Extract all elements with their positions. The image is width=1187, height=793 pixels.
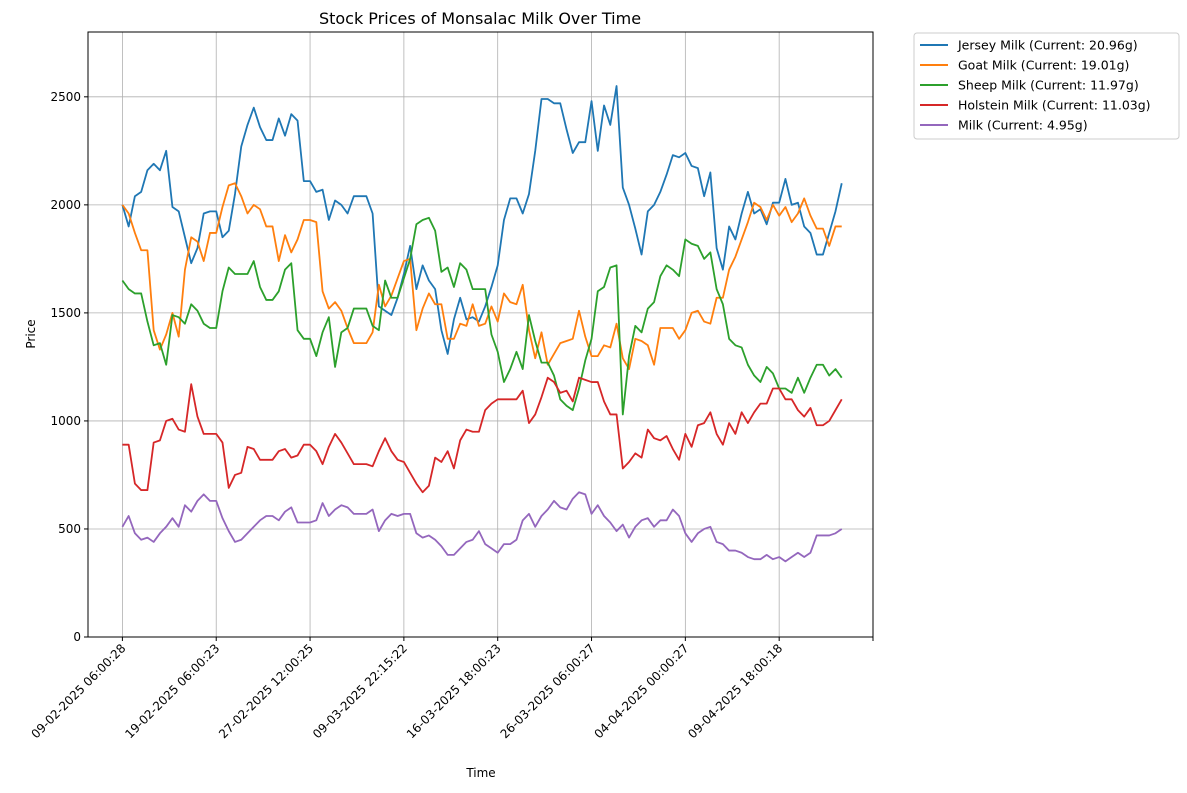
y-tick-label: 2500	[50, 90, 81, 104]
series-line-4	[121, 491, 843, 563]
plot-area-frame	[87, 31, 874, 638]
series-line-3	[122, 376, 843, 494]
series-lines	[121, 85, 843, 563]
y-tick-label: 2000	[50, 198, 81, 212]
y-tick-label: 1500	[50, 306, 81, 320]
y-tick-label: 500	[58, 522, 81, 536]
legend-label: Goat Milk (Current: 19.01g)	[958, 58, 1129, 73]
legend-label: Sheep Milk (Current: 11.97g)	[958, 78, 1139, 93]
y-tick-label: 1000	[50, 414, 81, 428]
legend: Jersey Milk (Current: 20.96g) Goat Milk (…	[913, 32, 1180, 140]
legend-label: Jersey Milk (Current: 20.96g)	[957, 38, 1138, 53]
chart-title: Stock Prices of Monsalac Milk Over Time	[319, 9, 641, 28]
y-tick-label: 0	[73, 630, 81, 644]
legend-label: Milk (Current: 4.95g)	[958, 118, 1088, 133]
series-line-2	[121, 216, 843, 416]
legend-box	[913, 32, 1180, 140]
legend-label: Holstein Milk (Current: 11.03g)	[958, 98, 1151, 113]
y-axis-label: Price	[24, 319, 38, 348]
x-axis-label: Time	[465, 766, 495, 780]
series-line-1	[121, 182, 842, 370]
series-line-0	[121, 85, 843, 355]
